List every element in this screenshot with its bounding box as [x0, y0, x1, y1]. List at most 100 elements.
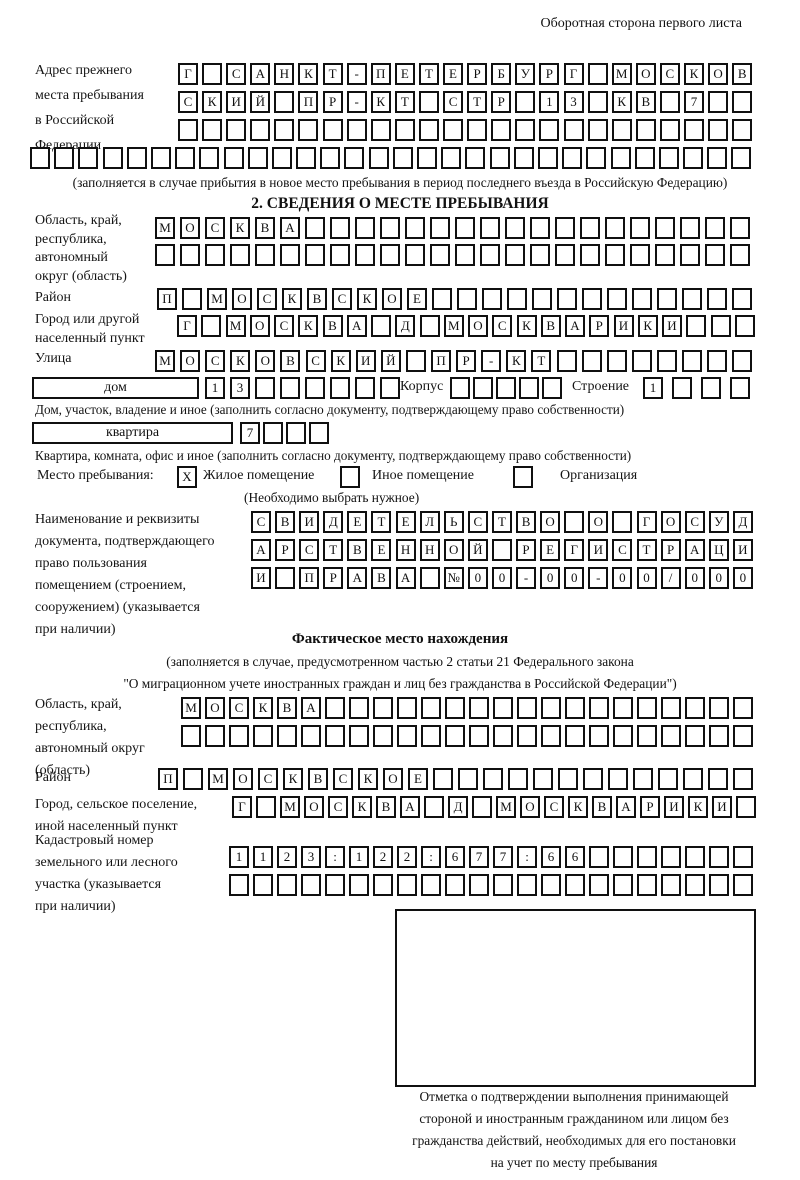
char-cell[interactable]: Р	[660, 539, 681, 561]
char-cell[interactable]: Е	[540, 539, 561, 561]
char-cell[interactable]: Т	[371, 511, 392, 533]
char-cell[interactable]	[320, 147, 341, 169]
char-cell[interactable]: В	[347, 539, 368, 561]
char-cell[interactable]: М	[155, 350, 175, 372]
char-cell[interactable]: К	[352, 796, 372, 818]
char-cell[interactable]: Р	[516, 539, 537, 561]
char-cell[interactable]	[733, 725, 753, 747]
char-cell[interactable]: Г	[563, 63, 584, 85]
char-cell[interactable]: Д	[395, 315, 416, 337]
char-cell[interactable]: Ь	[443, 511, 464, 533]
char-cell[interactable]	[441, 147, 462, 169]
char-cell[interactable]	[582, 288, 602, 310]
char-cell[interactable]: И	[588, 539, 609, 561]
char-cell[interactable]: С	[684, 511, 705, 533]
char-cell[interactable]: И	[662, 315, 682, 337]
char-cell[interactable]	[682, 288, 702, 310]
char-cell[interactable]: С	[226, 63, 247, 85]
char-cell[interactable]: Р	[322, 91, 343, 113]
char-cell[interactable]	[587, 119, 608, 141]
char-cell[interactable]: В	[277, 697, 297, 719]
char-cell[interactable]	[480, 244, 500, 266]
char-cell[interactable]	[418, 91, 439, 113]
char-cell[interactable]: С	[229, 697, 249, 719]
char-cell[interactable]: :	[325, 846, 345, 868]
char-cell[interactable]	[733, 846, 753, 868]
char-cell[interactable]: 0	[684, 567, 705, 589]
char-cell[interactable]: 0	[636, 567, 657, 589]
char-cell[interactable]: Т	[323, 539, 344, 561]
char-cell[interactable]: С	[544, 796, 564, 818]
char-cell[interactable]: У	[515, 63, 536, 85]
char-cell[interactable]: 2	[277, 846, 297, 868]
char-cell[interactable]	[565, 697, 585, 719]
char-cell[interactable]	[564, 511, 585, 533]
char-cell[interactable]: С	[333, 768, 353, 790]
char-cell[interactable]	[686, 315, 707, 337]
char-cell[interactable]: А	[616, 796, 636, 818]
char-cell[interactable]	[505, 217, 525, 239]
char-cell[interactable]: И	[251, 567, 271, 589]
char-cell[interactable]	[370, 119, 391, 141]
char-cell[interactable]	[707, 350, 728, 372]
char-cell[interactable]	[517, 874, 537, 896]
char-cell[interactable]	[612, 511, 633, 533]
char-cell[interactable]: 1	[229, 846, 249, 868]
char-cell[interactable]	[562, 147, 583, 169]
char-cell[interactable]	[589, 874, 609, 896]
char-cell[interactable]: 2	[373, 846, 393, 868]
char-cell[interactable]	[606, 350, 627, 372]
char-cell[interactable]: О	[180, 350, 201, 372]
char-cell[interactable]	[405, 217, 425, 239]
char-cell[interactable]: О	[382, 288, 402, 310]
char-cell[interactable]: И	[299, 511, 320, 533]
char-cell[interactable]	[380, 377, 400, 399]
char-cell[interactable]	[505, 244, 525, 266]
char-cell[interactable]	[632, 288, 652, 310]
char-cell[interactable]	[280, 377, 300, 399]
char-cell[interactable]	[613, 725, 633, 747]
char-cell[interactable]: М	[280, 796, 300, 818]
char-cell[interactable]: 0	[612, 567, 633, 589]
char-cell[interactable]: И	[355, 350, 376, 372]
char-cell[interactable]	[355, 217, 375, 239]
char-cell[interactable]	[277, 725, 297, 747]
char-cell[interactable]: К	[358, 768, 378, 790]
char-cell[interactable]	[563, 119, 584, 141]
char-cell[interactable]: А	[301, 697, 321, 719]
char-cell[interactable]	[655, 217, 675, 239]
char-cell[interactable]	[373, 697, 393, 719]
char-cell[interactable]	[631, 350, 652, 372]
char-cell[interactable]	[430, 244, 450, 266]
char-cell[interactable]	[685, 846, 705, 868]
char-cell[interactable]: 6	[445, 846, 465, 868]
char-cell[interactable]	[330, 217, 350, 239]
char-cell[interactable]	[589, 697, 609, 719]
char-cell[interactable]	[330, 377, 350, 399]
char-cell[interactable]: Е	[347, 511, 368, 533]
char-cell[interactable]: 7	[469, 846, 489, 868]
char-cell[interactable]	[467, 119, 488, 141]
char-cell[interactable]	[330, 244, 350, 266]
char-cell[interactable]: У	[708, 511, 729, 533]
char-cell[interactable]	[630, 217, 650, 239]
char-cell[interactable]	[705, 217, 725, 239]
char-cell[interactable]: В	[308, 768, 328, 790]
char-cell[interactable]	[685, 697, 705, 719]
char-cell[interactable]	[472, 796, 492, 818]
char-cell[interactable]: Д	[732, 511, 753, 533]
char-cell[interactable]	[583, 768, 603, 790]
char-cell[interactable]	[205, 244, 225, 266]
char-cell[interactable]	[373, 874, 393, 896]
char-cell[interactable]	[707, 147, 728, 169]
char-cell[interactable]: :	[421, 846, 441, 868]
char-cell[interactable]	[417, 147, 437, 169]
char-cell[interactable]: С	[612, 539, 633, 561]
char-cell[interactable]	[489, 147, 510, 169]
char-cell[interactable]	[630, 244, 650, 266]
char-cell[interactable]: К	[506, 350, 527, 372]
char-cell[interactable]	[611, 119, 632, 141]
char-cell[interactable]: -	[516, 567, 537, 589]
char-cell[interactable]	[250, 119, 271, 141]
char-cell[interactable]	[201, 315, 222, 337]
